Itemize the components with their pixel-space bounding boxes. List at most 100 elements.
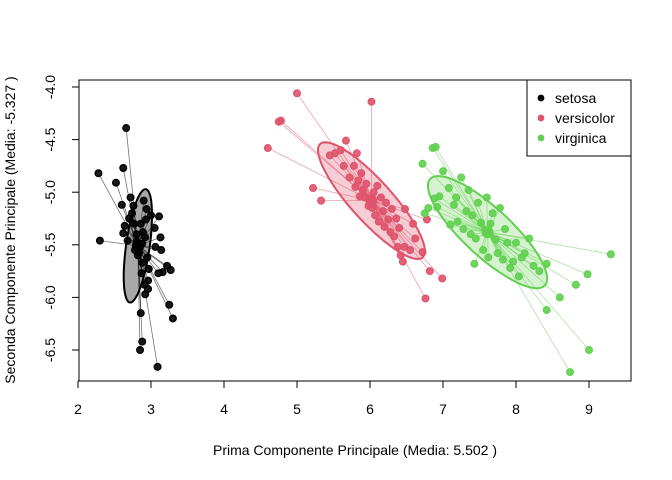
spoke-virginica xyxy=(487,231,577,286)
x-tick-label: 6 xyxy=(366,401,374,417)
point-setosa xyxy=(117,200,126,209)
point-setosa xyxy=(139,196,148,205)
legend-marker-virginica xyxy=(537,134,545,142)
point-setosa xyxy=(122,124,131,133)
point-virginica xyxy=(457,173,466,182)
point-virginica xyxy=(433,202,442,211)
spoke-virginica xyxy=(436,206,488,233)
legend-label-virginica: virginica xyxy=(555,130,607,146)
point-setosa xyxy=(165,300,174,309)
point-virginica xyxy=(482,193,491,202)
point-virginica xyxy=(418,159,427,168)
point-virginica xyxy=(529,261,538,270)
spoke-virginica xyxy=(487,231,611,255)
point-virginica xyxy=(420,209,429,218)
point-virginica xyxy=(468,211,477,220)
point-virginica xyxy=(439,167,448,176)
point-setosa xyxy=(155,212,164,221)
point-virginica xyxy=(476,218,485,227)
point-setosa xyxy=(136,219,145,228)
point-versicolor xyxy=(371,211,380,220)
point-virginica xyxy=(566,368,575,377)
point-versicolor xyxy=(276,116,285,125)
point-versicolor xyxy=(349,161,358,170)
point-virginica xyxy=(535,267,544,276)
spoke-virginica xyxy=(468,189,488,233)
point-setosa xyxy=(141,233,150,242)
x-tick-label: 5 xyxy=(293,401,301,417)
point-versicolor xyxy=(387,205,396,214)
point-versicolor xyxy=(367,97,376,106)
point-versicolor xyxy=(357,169,366,178)
x-tick-label: 8 xyxy=(512,401,520,417)
point-versicolor xyxy=(380,222,389,231)
centroid-virginica xyxy=(481,226,494,239)
point-versicolor xyxy=(409,219,418,228)
spoke-virginica xyxy=(432,147,488,233)
point-virginica xyxy=(462,207,471,216)
point-versicolor xyxy=(411,234,420,243)
point-setosa xyxy=(158,268,167,277)
point-virginica xyxy=(488,209,497,218)
point-setosa xyxy=(126,193,135,202)
point-versicolor xyxy=(317,196,326,205)
point-setosa xyxy=(130,219,139,228)
x-tick-label: 9 xyxy=(585,401,593,417)
point-setosa xyxy=(128,209,137,218)
point-setosa xyxy=(94,169,103,178)
point-versicolor xyxy=(390,232,399,241)
point-virginica xyxy=(571,280,580,289)
spoke-virginica xyxy=(435,146,488,233)
point-versicolor xyxy=(376,193,385,202)
y-tick-label: -6.0 xyxy=(42,285,58,309)
point-virginica xyxy=(498,255,507,264)
point-virginica xyxy=(606,250,615,259)
point-setosa xyxy=(144,264,153,273)
point-virginica xyxy=(491,235,500,244)
point-virginica xyxy=(501,225,510,234)
point-virginica xyxy=(514,272,523,281)
point-virginica xyxy=(435,192,444,201)
point-virginica xyxy=(471,234,480,243)
point-versicolor xyxy=(358,186,367,195)
point-setosa xyxy=(166,266,175,275)
spoke-setosa xyxy=(137,245,170,305)
point-virginica xyxy=(486,219,495,228)
point-setosa xyxy=(129,201,138,210)
point-virginica xyxy=(525,234,534,243)
x-tick-label: 3 xyxy=(147,401,155,417)
point-virginica xyxy=(466,230,475,239)
point-setosa xyxy=(150,223,159,232)
point-virginica xyxy=(503,238,512,247)
y-tick-label: -4.5 xyxy=(42,127,58,151)
point-setosa xyxy=(138,258,147,267)
point-virginica xyxy=(555,293,564,302)
point-virginica xyxy=(446,220,455,229)
centroid-versicolor xyxy=(365,194,378,207)
point-virginica xyxy=(520,249,529,258)
point-versicolor xyxy=(406,246,415,255)
x-tick-label: 7 xyxy=(439,401,447,417)
centroid-setosa xyxy=(131,239,144,252)
y-tick-label: -5.0 xyxy=(42,180,58,204)
point-setosa xyxy=(168,314,177,323)
point-virginica xyxy=(511,238,520,247)
spoke-virginica xyxy=(450,224,488,233)
series-versicolor xyxy=(263,89,447,303)
point-virginica xyxy=(459,225,468,234)
y-tick-label: -5.5 xyxy=(42,233,58,257)
spoke-versicolor xyxy=(267,147,372,201)
point-virginica xyxy=(452,193,461,202)
point-versicolor xyxy=(379,207,388,216)
point-versicolor xyxy=(418,248,427,257)
legend-label-setosa: setosa xyxy=(555,90,596,106)
x-axis: 2 3 4 5 6 7 8 9 xyxy=(74,380,593,417)
point-virginica xyxy=(493,249,502,258)
y-axis: -4.0 -4.5 -5.0 -5.5 -6.0 -6.5 xyxy=(42,75,80,362)
point-setosa xyxy=(95,236,104,245)
point-versicolor xyxy=(401,205,410,214)
point-setosa xyxy=(144,284,153,293)
point-versicolor xyxy=(352,149,361,158)
point-versicolor xyxy=(395,223,404,232)
